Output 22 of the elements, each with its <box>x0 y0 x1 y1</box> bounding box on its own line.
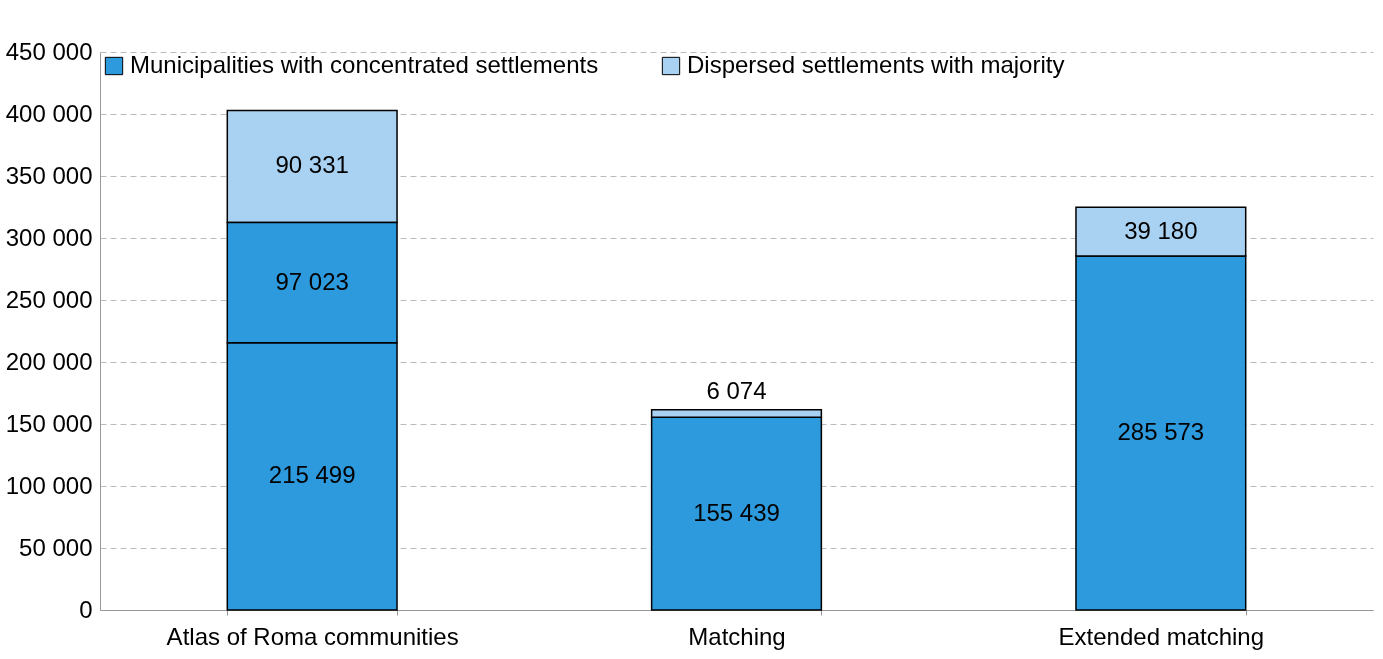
data-label: 6 074 <box>706 376 767 404</box>
data-label: 155 439 <box>693 498 780 526</box>
y-tick-label: 400 000 <box>5 99 93 127</box>
y-tick-label: 150 000 <box>5 409 93 437</box>
y-tick-label: 200 000 <box>5 347 93 375</box>
data-label: 97 023 <box>275 267 349 295</box>
y-tick-label: 50 000 <box>19 533 93 561</box>
data-label: 215 499 <box>268 461 356 489</box>
y-tick-label: 450 000 <box>5 37 93 65</box>
legend-label: Dispersed settlements with majority <box>687 51 1065 78</box>
data-label: 285 573 <box>1117 417 1205 445</box>
x-tick-label: Matching <box>688 622 786 650</box>
data-label: 39 180 <box>1124 216 1198 244</box>
y-tick-label: 350 000 <box>5 161 93 189</box>
x-tick-label: Extended matching <box>1058 622 1265 650</box>
y-tick-label: 0 <box>79 595 93 623</box>
legend-label: Municipalities with concentrated settlements <box>130 51 599 78</box>
y-tick-label: 250 000 <box>5 285 93 313</box>
y-tick-label: 300 000 <box>5 223 93 251</box>
y-tick-label: 100 000 <box>5 471 93 499</box>
x-tick-label: Atlas of Roma communities <box>166 622 459 650</box>
data-label: 90 331 <box>275 151 349 179</box>
